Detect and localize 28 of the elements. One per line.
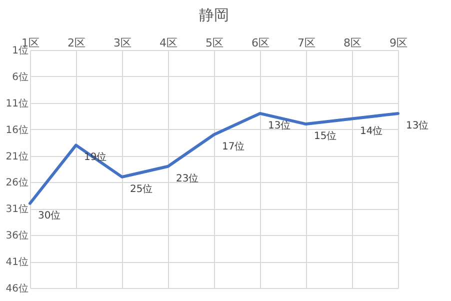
y-tick-label: 21位	[6, 150, 28, 162]
y-tick-label: 1位	[12, 44, 28, 56]
y-tick-label: 6位	[12, 70, 28, 83]
chart-title: 静岡	[199, 6, 229, 24]
data-label: 14位	[360, 124, 383, 137]
x-tick-label: 5区	[206, 36, 224, 50]
y-tick-label: 16位	[6, 124, 28, 136]
data-label: 17位	[222, 140, 245, 153]
x-tick-label: 9区	[390, 36, 408, 50]
line-series	[28, 112, 400, 205]
y-tick-label: 26位	[6, 176, 28, 189]
data-label: 13位	[268, 119, 291, 132]
y-tick-label: 46位	[6, 282, 28, 294]
x-tick-label: 3区	[114, 36, 132, 50]
data-label: 13位	[406, 119, 429, 132]
data-label: 25位	[130, 182, 153, 195]
x-tick-label: 7区	[298, 36, 316, 50]
y-tick-label: 11位	[6, 97, 28, 110]
x-tick-label: 2区	[68, 36, 86, 50]
x-tick-label: 6区	[252, 36, 270, 50]
y-tick-label: 36位	[6, 230, 28, 242]
x-tick-label: 8区	[344, 36, 362, 50]
x-tick-label: 4区	[160, 36, 178, 50]
data-label: 15位	[314, 130, 337, 142]
y-tick-label: 41位	[6, 256, 28, 268]
data-label: 30位	[38, 209, 61, 222]
y-tick-label: 31位	[6, 203, 28, 216]
data-label: 23位	[176, 172, 199, 184]
